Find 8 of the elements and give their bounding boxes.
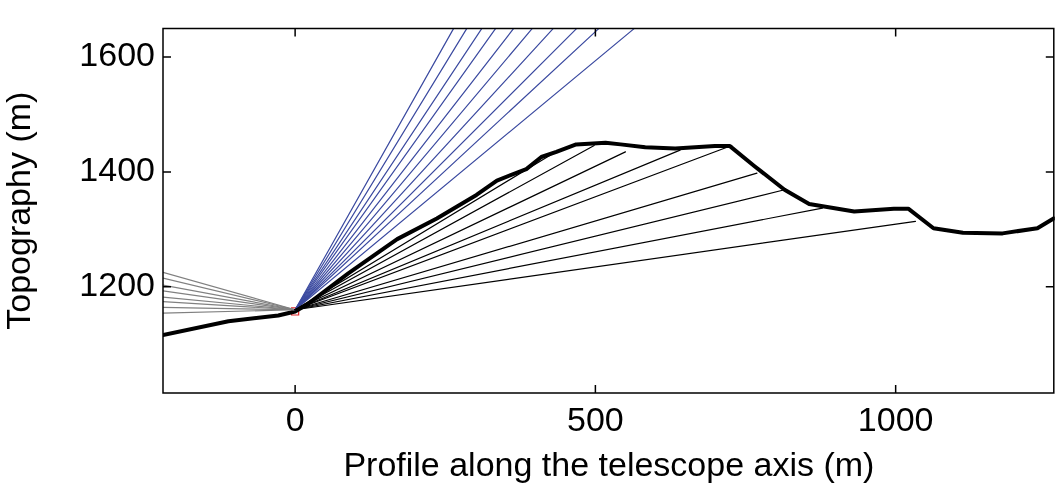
x-tick-label: 0 — [285, 399, 305, 438]
x-tick-label: 1000 — [857, 399, 934, 438]
y-tick-label: 1200 — [79, 265, 155, 304]
y-tick-label: 1600 — [79, 35, 155, 74]
y-tick-label: 1400 — [79, 150, 155, 189]
x-tick-label: 500 — [567, 399, 624, 438]
y-axis-title: Topography (m) — [0, 91, 37, 330]
x-axis-title: Profile along the telescope axis (m) — [343, 444, 875, 483]
